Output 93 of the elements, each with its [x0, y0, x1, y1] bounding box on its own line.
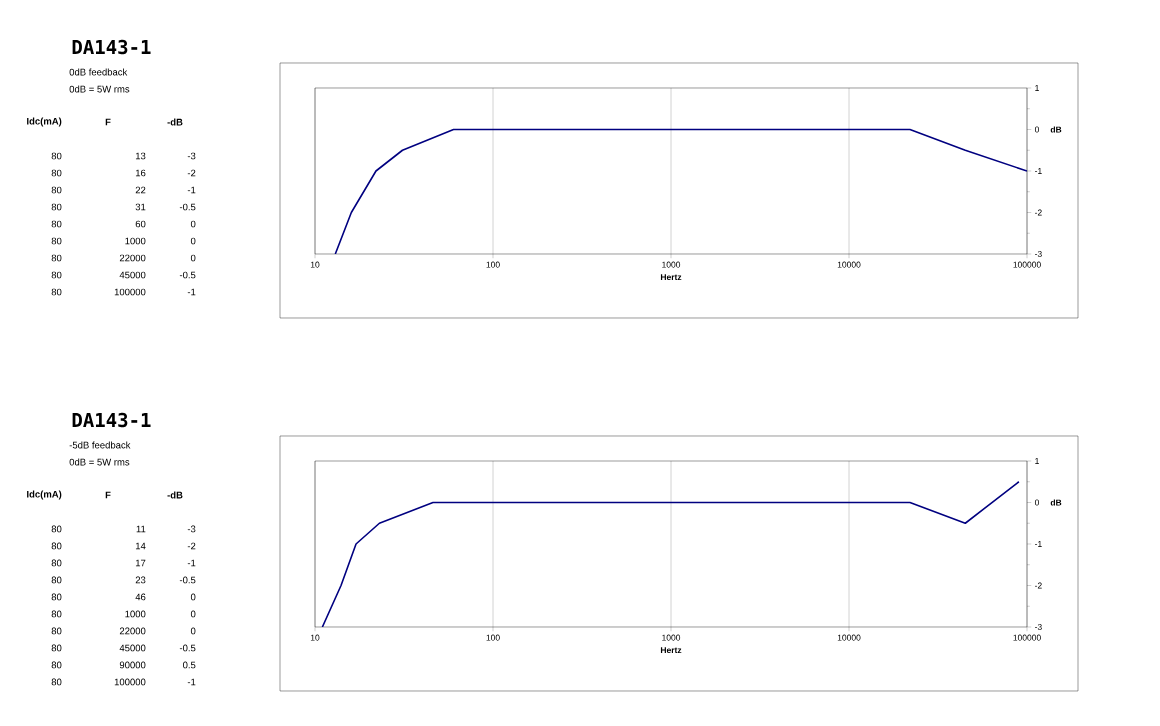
text: -0.5 — [179, 271, 196, 279]
x-axis-title: Hertz — [660, 274, 682, 281]
text: F — [105, 491, 111, 499]
y-tick-label: -1 — [1034, 168, 1042, 174]
x-tick-label: 1000 — [662, 634, 681, 641]
text: F — [105, 118, 111, 126]
text: 80 — [51, 152, 62, 160]
x-tick-label: 100000 — [1013, 634, 1041, 641]
text: 14 — [135, 542, 146, 550]
x-tick-label: 10000 — [837, 261, 861, 268]
text: 80 — [51, 254, 62, 262]
text: 0 — [190, 254, 196, 262]
x-tick-label: 1000 — [662, 261, 681, 268]
text: -1 — [187, 559, 196, 567]
text: 0 — [190, 593, 196, 601]
text: 0dB = 5W rms — [69, 458, 130, 466]
text: -2 — [187, 542, 196, 550]
x-tick-label: 10 — [310, 634, 320, 641]
text: Idc(mA) — [27, 490, 62, 500]
text: 80 — [51, 661, 62, 669]
text: 80 — [51, 559, 62, 567]
text: Idc(mA) — [27, 117, 62, 127]
y-axis-title: dB — [1050, 499, 1062, 506]
text: 100000 — [114, 678, 146, 686]
text: DA143-1 — [72, 39, 151, 55]
text: -1 — [187, 186, 196, 194]
text: 13 — [135, 152, 146, 160]
text: 22 — [135, 186, 146, 194]
y-tick-label: 1 — [1035, 85, 1039, 91]
y-tick-label: -2 — [1034, 582, 1042, 589]
text: 0 — [190, 220, 196, 228]
text: 80 — [51, 288, 62, 296]
text: 80 — [51, 542, 62, 550]
text: 80 — [51, 203, 62, 211]
y-tick-label: 0 — [1034, 499, 1040, 506]
text: DA143-1 — [72, 412, 151, 428]
text: 45000 — [119, 644, 146, 652]
text: 0 — [190, 237, 196, 245]
text: 0dB = 5W rms — [69, 85, 130, 93]
x-tick-label: 100 — [486, 261, 500, 268]
text: 11 — [136, 525, 146, 533]
text: -1 — [187, 288, 196, 296]
text: 80 — [51, 678, 62, 686]
text: -dB — [167, 491, 183, 499]
text: 0dB feedback — [69, 68, 128, 76]
text: 80 — [51, 644, 62, 652]
text: 22000 — [119, 254, 146, 262]
text: 23 — [135, 576, 146, 584]
text: 60 — [135, 220, 146, 228]
text: 100000 — [114, 288, 146, 296]
text: -3 — [187, 525, 196, 533]
text: 1000 — [125, 237, 146, 245]
text: 22000 — [119, 627, 146, 635]
y-tick-label: 1 — [1035, 458, 1039, 464]
text: -3 — [187, 152, 196, 160]
text: 0 — [190, 627, 196, 635]
text: 16 — [135, 169, 146, 177]
text: 80 — [51, 186, 62, 194]
text: 0.5 — [182, 661, 196, 669]
text: -1 — [187, 678, 196, 686]
text: 80 — [51, 220, 62, 228]
text: -0.5 — [179, 203, 196, 211]
text: -2 — [187, 169, 196, 177]
text: 80 — [51, 610, 62, 618]
y-tick-label: -2 — [1034, 209, 1042, 216]
text: 80 — [51, 576, 62, 584]
x-tick-label: 10 — [310, 261, 320, 268]
x-tick-label: 10000 — [837, 634, 861, 641]
text: 80 — [51, 169, 62, 177]
x-tick-label: 100 — [486, 634, 500, 641]
text: -0.5 — [179, 644, 196, 652]
text: 0 — [190, 610, 196, 618]
text: 45000 — [119, 271, 146, 279]
y-axis-title: dB — [1050, 126, 1062, 133]
text: 80 — [51, 237, 62, 245]
x-axis-title: Hertz — [660, 647, 682, 654]
text: 80 — [51, 271, 62, 279]
y-tick-label: 0 — [1034, 126, 1040, 133]
text: 1000 — [125, 610, 146, 618]
x-tick-label: 100000 — [1013, 261, 1041, 268]
text: 46 — [135, 593, 146, 601]
text: 90000 — [119, 661, 146, 669]
text: 80 — [51, 593, 62, 601]
text: -dB — [167, 118, 183, 126]
text: -0.5 — [179, 576, 196, 584]
text: 80 — [51, 525, 62, 533]
y-tick-label: -3 — [1034, 250, 1042, 257]
y-tick-label: -3 — [1034, 623, 1042, 630]
y-tick-label: -1 — [1034, 541, 1042, 547]
text: 80 — [51, 627, 62, 635]
text: 31 — [135, 203, 146, 211]
text: -5dB feedback — [69, 441, 131, 449]
text: 17 — [135, 559, 146, 567]
